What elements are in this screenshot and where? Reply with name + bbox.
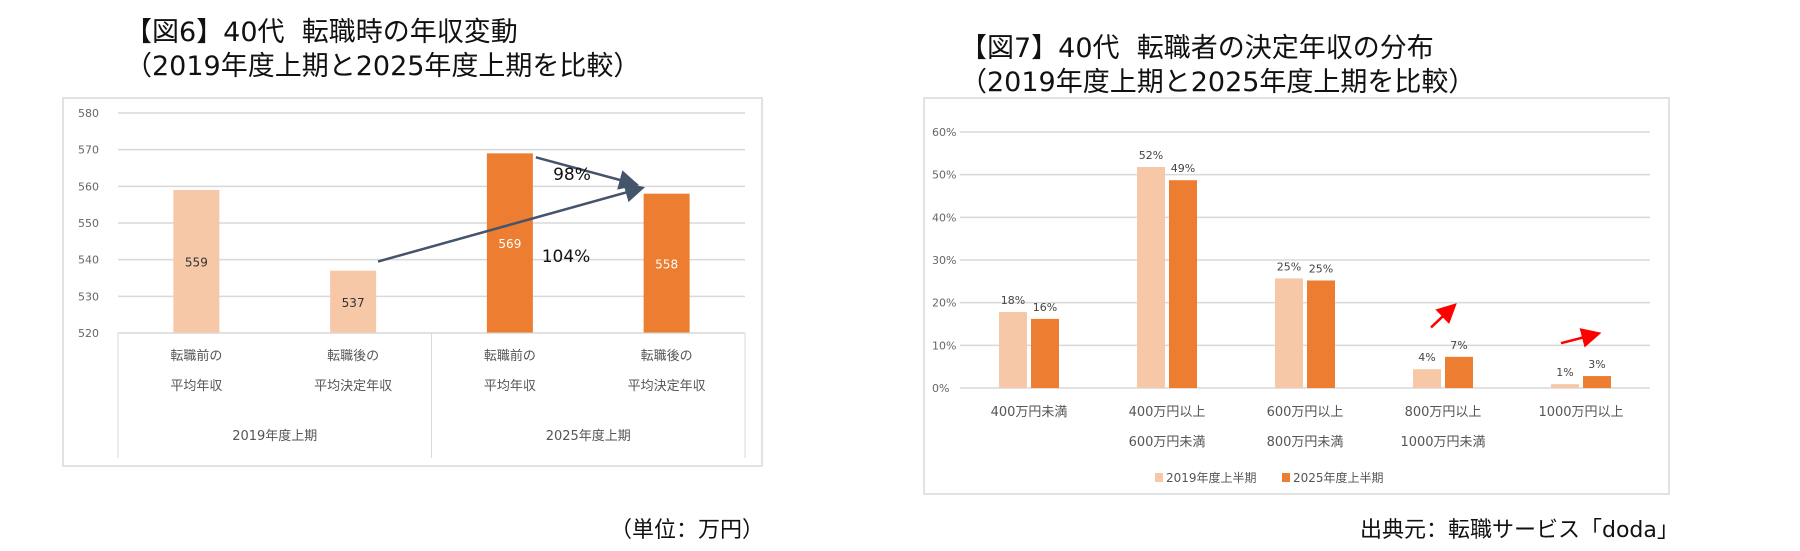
y-tick-label: 520 <box>78 327 99 340</box>
category-label: 1000万円以上 <box>1538 405 1623 420</box>
y-tick-label: 40% <box>932 211 956 224</box>
category-label: 転職前の <box>170 348 222 364</box>
fig7-frame <box>923 97 1670 495</box>
data-label: 569 <box>498 237 521 251</box>
category-label: 800万円未満 <box>1267 435 1344 450</box>
category-label: 800万円以上 <box>1405 405 1482 420</box>
legend-swatch <box>1282 473 1290 482</box>
category-label: 400万円以上 <box>1129 405 1206 420</box>
bar-2025 <box>1031 318 1059 388</box>
bar-2019 <box>1275 278 1303 388</box>
y-tick-label: 550 <box>78 217 99 230</box>
source-note: 出典元：転職サービス「doda」 <box>1360 518 1679 543</box>
y-tick-label: 10% <box>932 339 956 352</box>
category-label: 転職前の <box>484 348 536 364</box>
category-label: 400万円未満 <box>991 405 1068 420</box>
bar-2025 <box>1583 376 1611 388</box>
data-label: 7% <box>1450 339 1467 352</box>
legend-label: 2019年度上半期 <box>1166 470 1257 485</box>
category-label: 1000万円未満 <box>1400 435 1485 450</box>
bar-2019 <box>1413 369 1441 388</box>
bar-2019 <box>999 312 1027 388</box>
y-tick-label: 50% <box>932 169 956 182</box>
category-label: 平均決定年収 <box>314 379 392 394</box>
fig6-title-line1: 【図6】40代 転職時の年収変動 <box>125 17 518 48</box>
bar-2019 <box>1551 384 1579 388</box>
unit-note: （単位：万円） <box>610 518 765 543</box>
category-label: 600万円未満 <box>1129 435 1206 450</box>
y-tick-label: 540 <box>78 254 99 267</box>
bar <box>173 190 220 333</box>
bar-2019 <box>1137 166 1165 388</box>
y-tick-label: 60% <box>932 126 956 139</box>
category-label: 平均年収 <box>484 379 536 394</box>
data-label: 25% <box>1277 260 1301 273</box>
y-tick-label: 20% <box>932 297 956 310</box>
y-tick-label: 530 <box>78 290 99 303</box>
bar <box>486 153 533 333</box>
fig6-frame <box>62 97 763 467</box>
y-tick-label: 580 <box>78 107 99 120</box>
data-label: 559 <box>185 256 208 270</box>
category-label: 平均決定年収 <box>628 379 706 394</box>
bar-2025 <box>1169 180 1197 388</box>
fig7-title: 【図7】40代 転職者の決定年収の分布 （2019年度上期と2025年度上期を比… <box>960 32 1475 100</box>
data-label: 49% <box>1171 162 1195 175</box>
y-tick-label: 560 <box>78 180 99 193</box>
y-tick-label: 0% <box>932 382 949 395</box>
highlight-arrow <box>1560 328 1602 348</box>
group-label: 2019年度上期 <box>232 428 317 444</box>
category-label: 転職後の <box>327 349 379 364</box>
legend-swatch <box>1155 473 1163 482</box>
arrow-98 <box>535 156 640 190</box>
data-label: 558 <box>655 257 678 271</box>
data-label: 1% <box>1556 366 1573 379</box>
group-label: 2025年度上期 <box>546 428 631 444</box>
data-label: 25% <box>1309 262 1333 275</box>
data-label: 537 <box>342 296 365 310</box>
y-tick-label: 570 <box>78 144 99 157</box>
legend-label: 2025年度上半期 <box>1293 470 1384 485</box>
annotation-104: 104% <box>542 247 591 267</box>
fig6-title-line2: （2019年度上期と2025年度上期を比較） <box>125 51 641 82</box>
data-label: 4% <box>1418 351 1435 364</box>
data-label: 52% <box>1139 149 1163 162</box>
bar-2025 <box>1445 356 1473 388</box>
category-label: 平均年収 <box>170 379 222 394</box>
bar <box>643 193 690 333</box>
data-label: 3% <box>1588 358 1605 371</box>
bar-2025 <box>1307 280 1335 388</box>
bar <box>330 270 377 333</box>
fig7-title-line2: （2019年度上期と2025年度上期を比較） <box>960 67 1476 98</box>
data-label: 18% <box>1001 294 1025 307</box>
category-label: 転職後の <box>641 349 693 364</box>
data-label: 16% <box>1033 301 1057 314</box>
annotation-98: 98% <box>553 165 591 185</box>
category-label: 600万円以上 <box>1267 405 1344 420</box>
highlight-arrow <box>1430 303 1457 329</box>
fig6-title: 【図6】40代 転職時の年収変動 （2019年度上期と2025年度上期を比較） <box>125 16 640 84</box>
fig7-title-line1: 【図7】40代 転職者の決定年収の分布 <box>960 33 1434 64</box>
y-tick-label: 30% <box>932 254 956 267</box>
arrow-104 <box>377 182 646 263</box>
